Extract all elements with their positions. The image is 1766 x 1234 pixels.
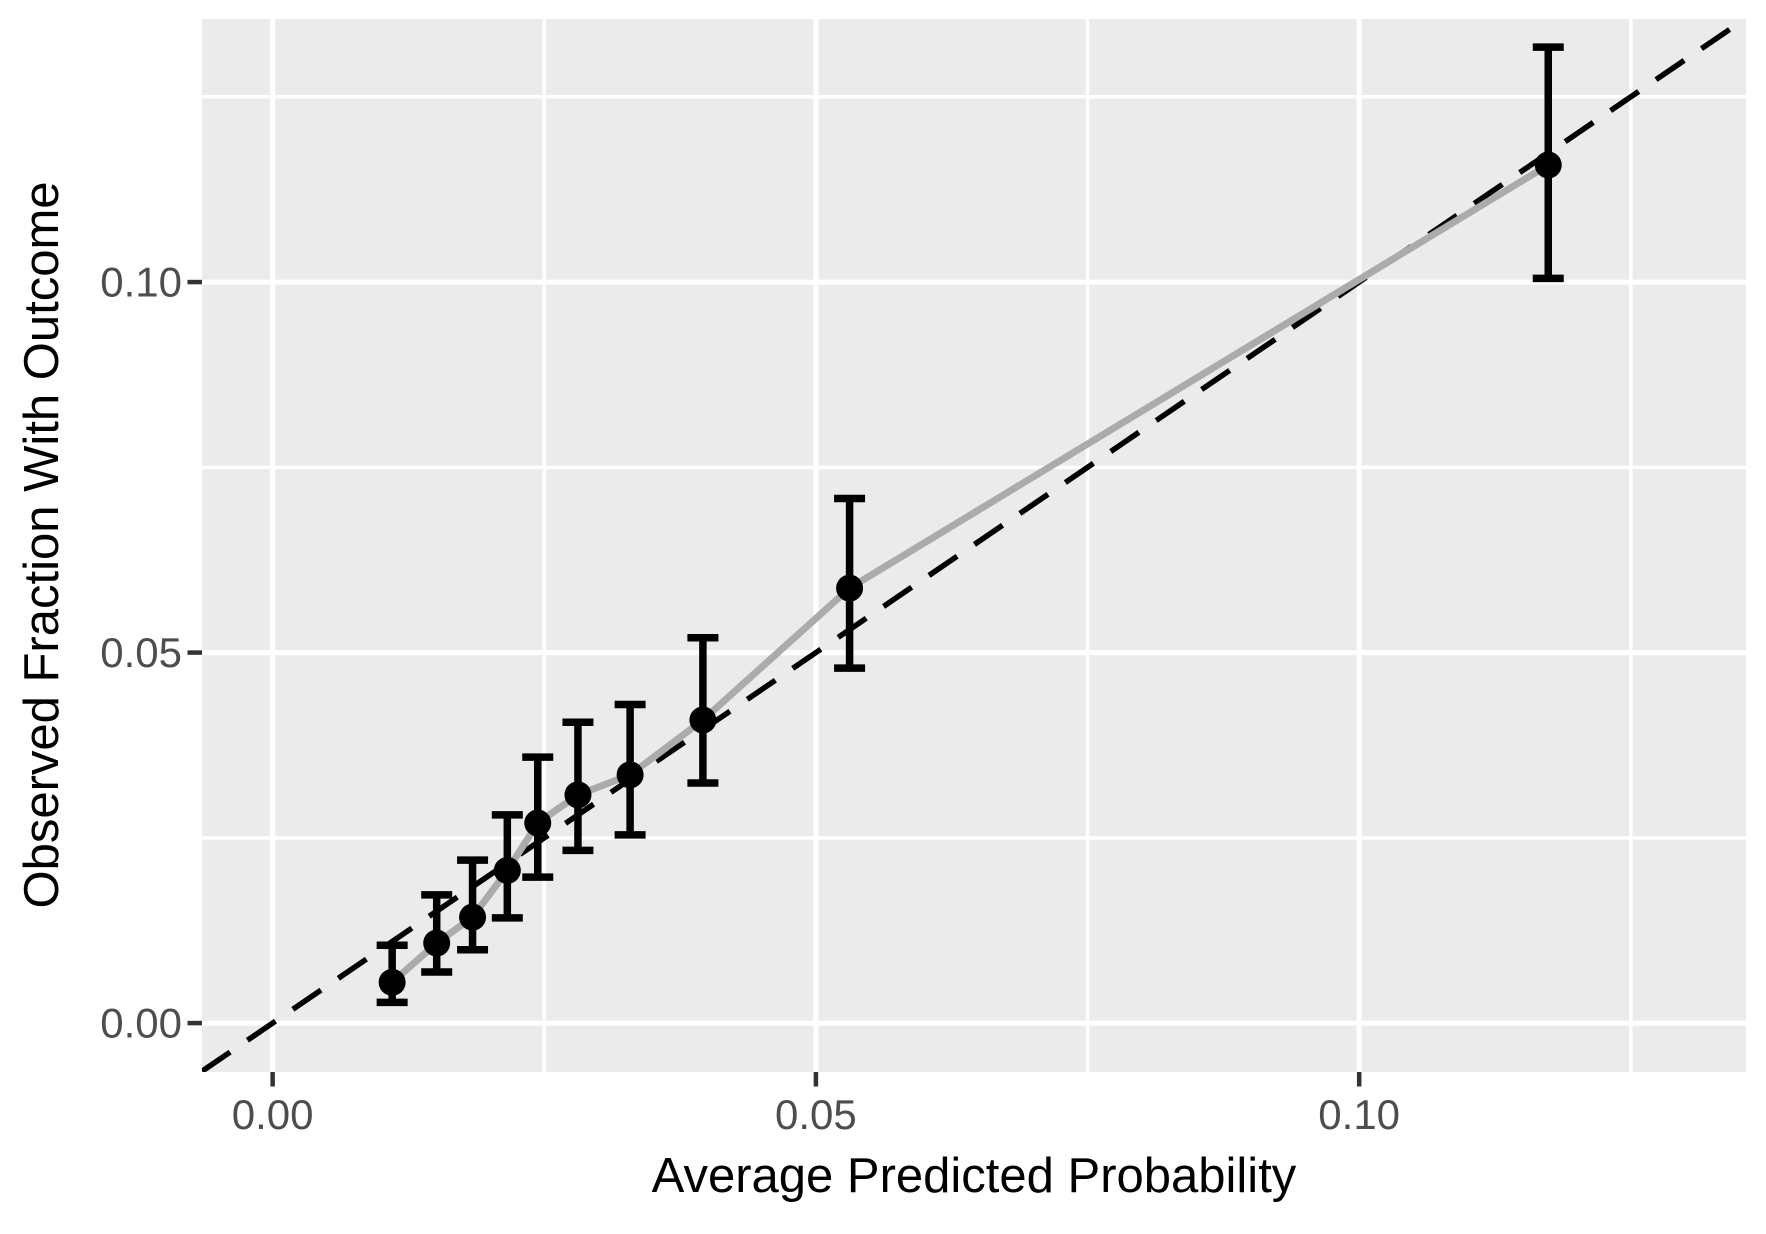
data-point — [564, 781, 592, 809]
data-point — [1534, 151, 1562, 179]
y-axis-title: Observed Fraction With Outcome — [15, 181, 69, 908]
x-tick-label: 0.10 — [1318, 1091, 1400, 1138]
y-tick-label: 0.10 — [100, 259, 182, 306]
x-tick-label: 0.00 — [232, 1091, 314, 1138]
calibration-line — [389, 161, 1551, 985]
identity-reference-line — [202, 19, 1746, 1072]
data-point — [616, 761, 644, 789]
data-point — [689, 706, 717, 734]
data-point — [459, 903, 487, 931]
y-tick-label: 0.00 — [100, 1000, 182, 1047]
x-axis-title: Average Predicted Probability — [652, 1149, 1297, 1203]
x-tick-label: 0.05 — [775, 1091, 857, 1138]
data-point — [524, 809, 552, 837]
data-point — [836, 574, 864, 602]
data-point — [423, 929, 451, 957]
plot-panel: 0.00 0.05 0.10 0.00 0.05 0.10 — [100, 19, 1746, 1138]
y-tick-label: 0.05 — [100, 629, 182, 676]
data-point — [378, 968, 406, 996]
data-point — [493, 856, 521, 884]
